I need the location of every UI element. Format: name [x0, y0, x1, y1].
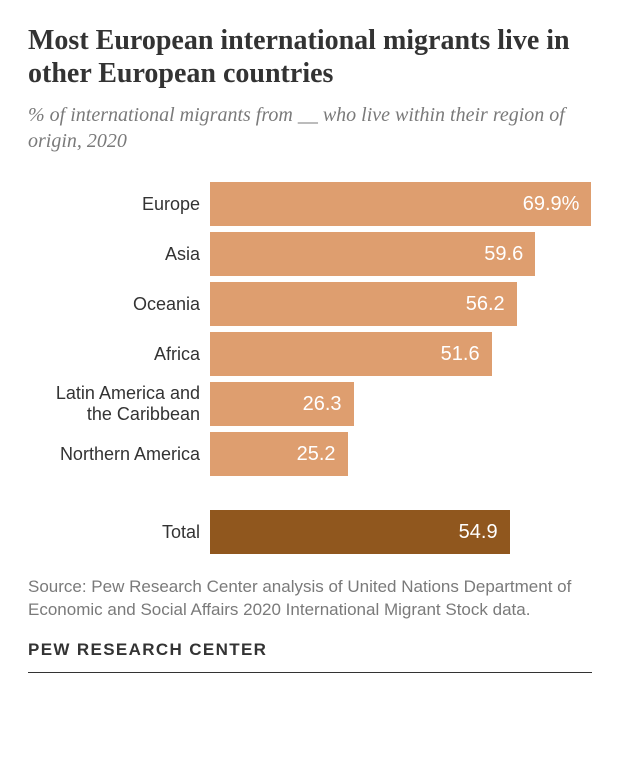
bar-track: 54.9 [210, 510, 592, 554]
bar-track: 26.3 [210, 382, 592, 426]
bar-value-label: 26.3 [303, 393, 342, 416]
series-gap [28, 482, 592, 510]
bar: 69.9% [210, 182, 591, 226]
category-label: Asia [28, 244, 210, 265]
category-label: Africa [28, 344, 210, 365]
category-label: Northern America [28, 444, 210, 465]
bar-row: Oceania 56.2 [28, 282, 592, 326]
bar-row: Europe 69.9% [28, 182, 592, 226]
chart-title: Most European international migrants liv… [28, 24, 592, 90]
bar: 56.2 [210, 282, 517, 326]
bar-value-label: 56.2 [466, 293, 505, 316]
bar-track: 56.2 [210, 282, 592, 326]
bar: 54.9 [210, 510, 510, 554]
bar-value-label: 51.6 [441, 343, 480, 366]
attribution: PEW RESEARCH CENTER [28, 640, 592, 660]
total-row: Total 54.9 [28, 510, 592, 554]
bar-row: Northern America 25.2 [28, 432, 592, 476]
chart-subtitle: % of international migrants from __ who … [28, 102, 592, 154]
bar-track: 51.6 [210, 332, 592, 376]
bar: 59.6 [210, 232, 535, 276]
category-label: Latin America and the Caribbean [28, 383, 210, 424]
bar-row: Asia 59.6 [28, 232, 592, 276]
category-label: Total [28, 522, 210, 543]
bar-row: Africa 51.6 [28, 332, 592, 376]
bar-value-label: 69.9% [523, 193, 580, 216]
bar-track: 69.9% [210, 182, 592, 226]
bar: 26.3 [210, 382, 354, 426]
category-label: Europe [28, 194, 210, 215]
bar-chart: Europe 69.9% Asia 59.6 Oceania 56.2 Africa 51.6… [28, 182, 592, 554]
bar-track: 25.2 [210, 432, 592, 476]
bar-value-label: 54.9 [459, 521, 498, 544]
bar-track: 59.6 [210, 232, 592, 276]
category-label: Oceania [28, 294, 210, 315]
source-note: Source: Pew Research Center analysis of … [28, 576, 592, 622]
bar-value-label: 59.6 [484, 243, 523, 266]
bar-row: Latin America and the Caribbean 26.3 [28, 382, 592, 426]
bar: 51.6 [210, 332, 492, 376]
bar-value-label: 25.2 [297, 443, 336, 466]
bar: 25.2 [210, 432, 348, 476]
footer-rule [28, 672, 592, 673]
